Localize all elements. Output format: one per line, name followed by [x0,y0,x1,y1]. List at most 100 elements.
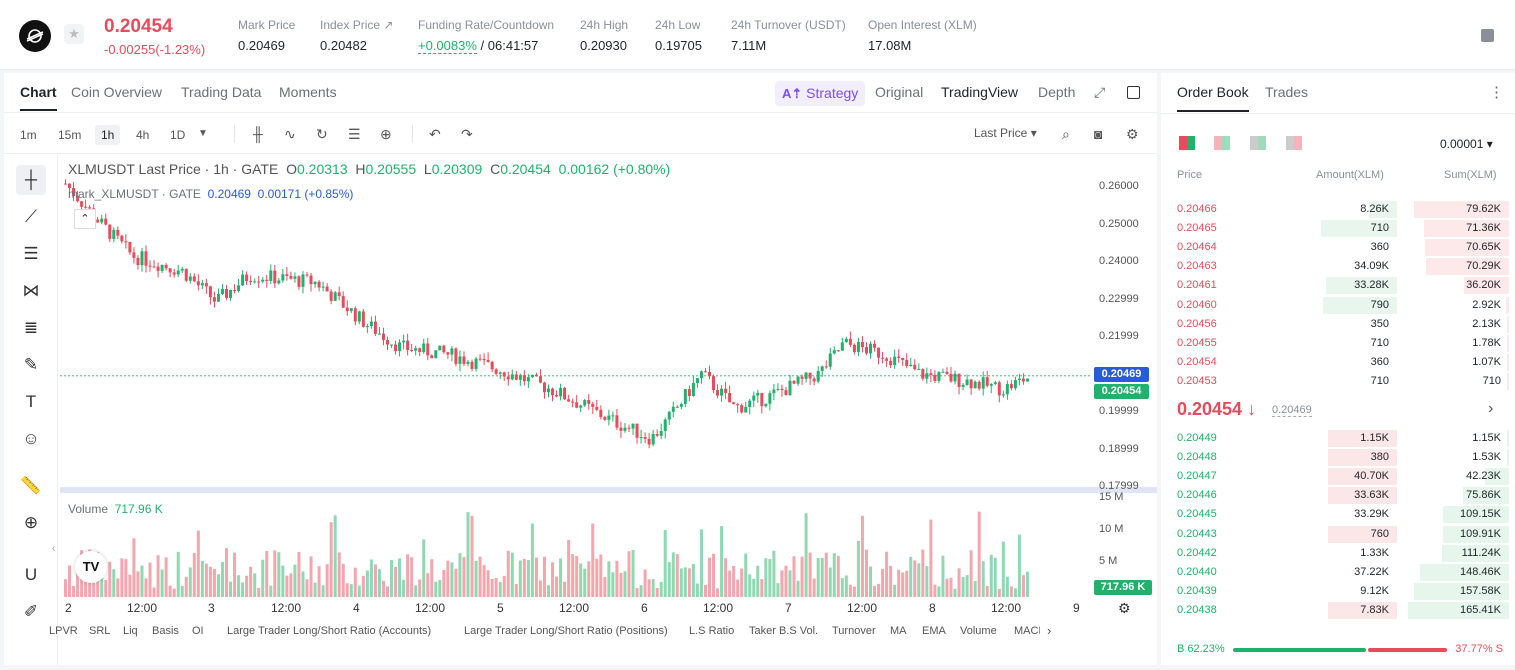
zoom-in-icon[interactable]: ⊕ [23,513,39,532]
collapse-legend-icon[interactable]: ⌃ [74,209,96,229]
indicator-ls-accounts[interactable]: Large Trader Long/Short Ratio (Accounts) [227,625,432,637]
view-both-icon[interactable] [1179,136,1195,150]
pattern-icon[interactable]: ⋈ [22,281,40,300]
bid-row[interactable]: 0.20442 1.33K 111.24K [1161,544,1515,563]
candle-body [132,252,136,258]
ask-row[interactable]: 0.20465 710 71.36K [1161,219,1515,238]
ask-row[interactable]: 0.20460 790 2.92K [1161,296,1515,315]
brush-icon[interactable]: ✎ [23,355,39,374]
settings-icon[interactable]: ⚙ [1126,126,1139,142]
scroll-left-icon[interactable]: ‹ [52,543,56,554]
indicator-liq[interactable]: Liq [123,625,138,637]
expand-icon[interactable]: ⤢ [1094,84,1106,100]
indicator-basis[interactable]: Basis [152,625,179,637]
add-alert-icon[interactable]: ⊕ [380,126,392,142]
view-split-icon[interactable] [1214,136,1230,150]
favorite-star-icon[interactable]: ★ [64,24,84,44]
ask-row[interactable]: 0.20454 360 1.07K [1161,353,1515,372]
indicator-ma[interactable]: MA [890,625,907,637]
ask-row[interactable]: 0.20466 8.26K 79.62K [1161,200,1515,219]
strategy-button[interactable]: A⇡ Strategy [775,81,866,106]
tab-order-book[interactable]: Order Book [1177,84,1249,112]
text-icon[interactable]: T [25,392,37,411]
ask-row[interactable]: 0.20464 360 70.65K [1161,238,1515,257]
pane-divider[interactable] [60,487,1157,493]
bid-row[interactable]: 0.20447 40.70K 42.23K [1161,467,1515,486]
precision-select[interactable]: 0.00001 ▾ [1440,137,1493,151]
volume-bar [820,557,824,597]
search-icon[interactable]: ⌕ [1062,126,1070,142]
interval-15m[interactable]: 15m [58,128,82,142]
row-amount: 710 [1370,336,1389,349]
interval-dropdown-icon[interactable]: ▼ [198,128,208,139]
volume-bar [542,556,546,597]
crosshair-icon[interactable]: ┼ [16,165,46,195]
redo-icon[interactable]: ↷ [461,126,473,142]
view-original[interactable]: Original [875,84,924,100]
indicator-volume[interactable]: Volume [960,625,997,637]
interval-4h[interactable]: 4h [136,128,150,142]
indicators-icon[interactable]: ∿ [284,126,296,142]
candle-body [216,293,220,302]
emoji-icon[interactable]: ☺ [22,429,40,448]
ask-row[interactable]: 0.20461 33.28K 36.20K [1161,276,1515,295]
chevron-right-icon[interactable]: › [1488,400,1494,417]
view-bids-icon[interactable] [1250,136,1266,150]
bid-row[interactable]: 0.20439 9.12K 157.58K [1161,582,1515,601]
view-depth[interactable]: Depth [1038,84,1076,100]
pencil-lock-icon[interactable]: ✐ [23,602,39,621]
time-axis-settings-icon[interactable]: ⚙ [1118,600,1131,616]
indicator-ema[interactable]: EMA [922,625,946,637]
interval-1h[interactable]: 1h [95,125,121,145]
bid-row[interactable]: 0.20438 7.83K 165.41K [1161,601,1515,620]
fib-icon[interactable]: ≣ [23,318,39,337]
bid-row[interactable]: 0.20443 760 109.91K [1161,525,1515,544]
tab-trades[interactable]: Trades [1265,84,1309,100]
indicator-turnover[interactable]: Turnover [832,625,876,637]
price-type-select[interactable]: Last Price ▾ [974,126,1037,140]
indicator-ls-ratio[interactable]: L.S Ratio [689,625,735,637]
indicator-macd[interactable]: MACD [1014,625,1040,637]
tab-coin-overview[interactable]: Coin Overview [71,84,163,100]
ask-row[interactable]: 0.20463 34.09K 70.29K [1161,257,1515,276]
trendline-icon[interactable]: ⟋ [25,207,37,226]
tradingview-logo[interactable]: TV [75,551,107,583]
ruler-icon[interactable]: 📏 [20,476,42,495]
candlestick-chart[interactable] [60,155,1090,490]
bid-row[interactable]: 0.20445 33.29K 109.15K [1161,505,1515,524]
bid-row[interactable]: 0.20446 33.63K 75.86K [1161,486,1515,505]
ask-row[interactable]: 0.20456 350 2.13K [1161,315,1515,334]
indicator-lpvr[interactable]: LPVR [49,625,78,637]
tab-chart[interactable]: Chart [20,84,57,111]
indicator-taker-vol[interactable]: Taker B.S Vol. [749,625,819,637]
candle-body [418,348,422,353]
candle-body [820,366,824,371]
sum-depth-bar [1507,372,1509,390]
book-icon[interactable] [1481,29,1494,42]
undo-icon[interactable]: ↶ [429,126,441,142]
magnet-icon[interactable]: U [24,565,38,584]
bid-row[interactable]: 0.20440 37.22K 148.46K [1161,563,1515,582]
more-icon[interactable]: ⋮ [1489,84,1504,101]
bid-row[interactable]: 0.20449 1.15K 1.15K [1161,429,1515,448]
horizontal-lines-icon[interactable]: ☰ [23,244,39,263]
indicator-scroll-right-icon[interactable]: › [1047,623,1052,638]
camera-icon[interactable]: ◙ [1094,126,1103,142]
ask-row[interactable]: 0.20455 710 1.78K [1161,334,1515,353]
tab-trading-data[interactable]: Trading Data [181,84,262,100]
ask-row[interactable]: 0.20453 710 710 [1161,372,1515,391]
interval-1m[interactable]: 1m [20,128,37,142]
stat-index-price[interactable]: Index Price ↗ 0.20482 [320,18,394,53]
view-asks-icon[interactable] [1286,136,1302,150]
indicator-oi[interactable]: OI [192,625,204,637]
bid-row[interactable]: 0.20448 380 1.53K [1161,448,1515,467]
window-icon[interactable] [1127,86,1140,99]
candle-type-icon[interactable]: ╫ [253,126,263,142]
indicator-srl[interactable]: SRL [89,625,111,637]
view-tradingview[interactable]: TradingView [941,84,1019,100]
indicator-ls-positions[interactable]: Large Trader Long/Short Ratio (Positions… [464,625,668,637]
templates-icon[interactable]: ☰ [348,126,361,142]
interval-1d[interactable]: 1D [170,128,186,142]
replay-icon[interactable]: ↻ [316,126,328,142]
tab-moments[interactable]: Moments [279,84,337,100]
